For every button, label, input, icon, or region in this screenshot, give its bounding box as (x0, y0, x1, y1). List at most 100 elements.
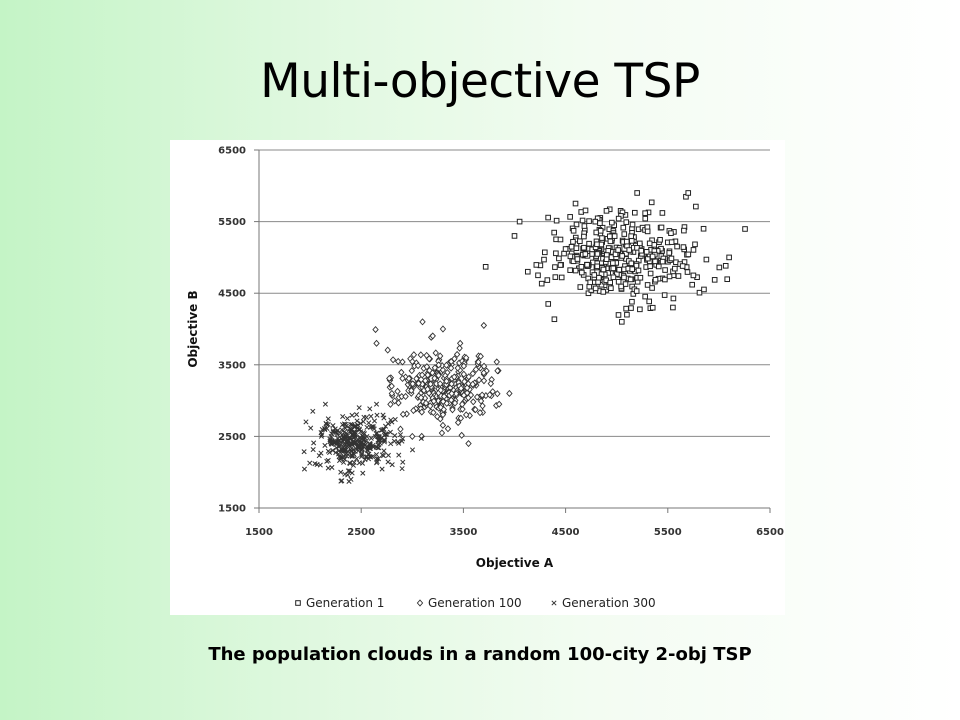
data-point (524, 268, 531, 275)
data-point (742, 226, 748, 232)
data-point (443, 361, 450, 369)
data-point (623, 305, 629, 312)
data-point (703, 256, 710, 263)
x-axis-title: Objective A (476, 556, 554, 570)
legend: Generation 1 Generation 100 Generation 300 (295, 596, 656, 610)
data-point (330, 423, 336, 429)
data-point (361, 414, 367, 420)
data-point (387, 400, 394, 408)
data-point (366, 451, 372, 457)
data-point (391, 438, 397, 444)
data-point (352, 431, 358, 437)
data-point (666, 250, 673, 256)
data-point (479, 402, 486, 410)
data-point (615, 312, 622, 318)
data-point (409, 358, 416, 366)
data-point (679, 263, 686, 269)
data-point (359, 452, 365, 458)
data-point (619, 319, 625, 325)
data-point (436, 380, 444, 388)
data-point (319, 432, 325, 438)
data-point (447, 364, 455, 372)
data-point (616, 266, 622, 273)
data-point (592, 285, 599, 292)
data-point (477, 397, 485, 405)
data-point (619, 253, 625, 259)
data-point (453, 350, 461, 358)
data-point (399, 358, 406, 366)
data-point (570, 227, 577, 234)
data-point (368, 413, 374, 419)
data-point (668, 255, 675, 262)
slide-caption: The population clouds in a random 100-ci… (208, 644, 752, 665)
data-point (511, 233, 518, 239)
data-point (370, 444, 376, 450)
data-point (381, 415, 387, 421)
data-point (693, 203, 699, 210)
data-point (574, 256, 581, 262)
data-point (388, 441, 394, 447)
data-point (644, 282, 651, 288)
data-point (452, 390, 460, 398)
data-point (724, 276, 731, 283)
data-point (351, 441, 357, 447)
data-point (591, 272, 598, 278)
data-point (348, 476, 354, 482)
data-point (358, 439, 364, 446)
data-point (342, 442, 348, 448)
data-point (429, 332, 436, 340)
data-point (415, 379, 422, 388)
data-point (622, 281, 629, 287)
data-point (456, 339, 464, 347)
data-point (561, 250, 567, 257)
data-point (374, 456, 380, 462)
data-point (567, 267, 573, 273)
data-point (668, 239, 675, 245)
data-point (553, 217, 560, 224)
data-point (458, 431, 465, 439)
data-point (469, 380, 476, 388)
data-point (722, 263, 729, 269)
data-point (430, 408, 437, 417)
data-point (628, 238, 635, 244)
data-point (572, 200, 579, 207)
data-point (348, 440, 354, 446)
data-point (322, 425, 328, 431)
data-point (372, 326, 379, 334)
data-point (435, 361, 442, 369)
data-point (675, 273, 682, 279)
legend-label: Generation 300 (562, 596, 656, 610)
data-point (607, 238, 614, 245)
data-point (385, 452, 391, 458)
data-point (378, 427, 384, 433)
data-point (366, 440, 373, 447)
legend-marker (416, 599, 424, 607)
data-point (495, 400, 503, 408)
data-point (670, 304, 676, 311)
x-tick-label-1500: 1500 (245, 527, 273, 538)
chart-panel: 1500 2500 3500 4500 5500 6500 1500 2500 3500 4500… (170, 140, 785, 615)
data-point (402, 392, 409, 401)
data-point (341, 453, 347, 459)
data-point (392, 416, 398, 423)
data-point (341, 434, 348, 440)
data-point (348, 421, 354, 428)
data-point (603, 256, 610, 263)
data-point (628, 305, 634, 311)
data-point (711, 277, 718, 283)
data-point (413, 375, 420, 383)
data-point (389, 462, 395, 468)
data-point (418, 435, 424, 441)
data-point (367, 445, 374, 452)
data-point (392, 433, 398, 439)
series-generation-300 (301, 401, 424, 485)
data-point (542, 249, 548, 256)
gridlines (259, 149, 770, 437)
data-point (375, 445, 381, 451)
data-point (594, 263, 600, 270)
data-point (480, 369, 487, 377)
data-point (443, 377, 450, 385)
data-point (634, 190, 640, 196)
data-point (359, 433, 365, 439)
data-point (644, 228, 651, 235)
